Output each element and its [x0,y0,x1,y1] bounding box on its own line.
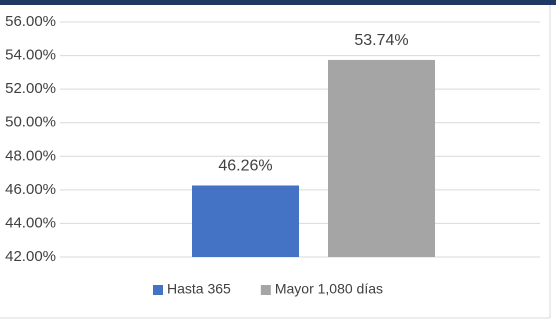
legend-label: Hasta 365 [167,281,231,297]
y-tick-label: 54.00% [5,47,56,64]
data-label: 46.26% [218,158,272,175]
bar [328,59,435,257]
legend-swatch [260,285,271,295]
y-tick-label: 50.00% [5,114,56,131]
y-tick-label: 52.00% [5,80,56,97]
top-band [0,0,556,5]
y-tick-label: 46.00% [5,181,56,198]
y-tick-label: 56.00% [5,13,56,30]
y-tick-label: 48.00% [5,147,56,164]
bar [192,185,299,257]
legend-swatch [153,285,163,295]
y-tick-label: 42.00% [5,248,56,265]
data-label: 53.74% [354,32,408,49]
y-tick-label: 44.00% [5,214,56,231]
legend-label: Mayor 1,080 días [275,281,383,297]
